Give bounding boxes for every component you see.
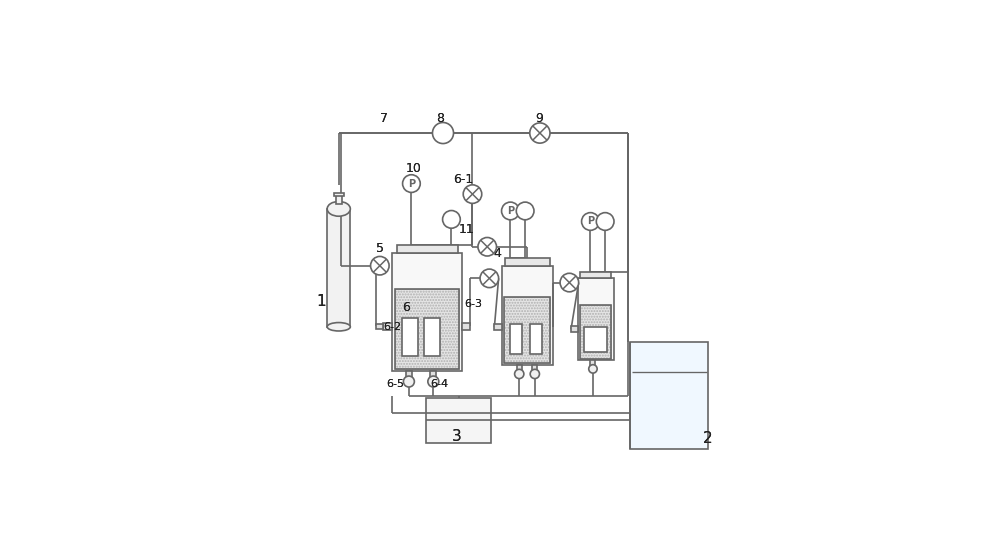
Circle shape — [463, 185, 482, 203]
Text: 5: 5 — [376, 242, 384, 255]
Bar — [430, 371, 436, 379]
Text: 6-5: 6-5 — [386, 379, 404, 388]
Circle shape — [582, 213, 599, 230]
Circle shape — [403, 376, 414, 387]
Ellipse shape — [327, 201, 350, 216]
Bar — [504, 297, 550, 363]
Text: 6: 6 — [402, 301, 410, 315]
Circle shape — [428, 376, 439, 387]
Circle shape — [480, 269, 499, 288]
Bar — [462, 323, 470, 330]
Circle shape — [530, 369, 539, 379]
Circle shape — [589, 365, 597, 373]
Text: 6-2: 6-2 — [383, 322, 401, 332]
Bar — [510, 324, 522, 354]
Text: 6-1: 6-1 — [454, 173, 474, 186]
Bar — [571, 326, 578, 331]
Text: 6-3: 6-3 — [464, 299, 482, 309]
Circle shape — [478, 237, 496, 256]
Bar — [504, 297, 550, 363]
Bar — [392, 253, 462, 371]
Bar — [578, 278, 614, 360]
Text: P: P — [408, 178, 415, 189]
Bar — [584, 327, 607, 352]
Bar — [334, 193, 344, 196]
Bar — [336, 195, 342, 204]
Text: P: P — [507, 206, 514, 216]
Bar — [395, 289, 459, 369]
Bar — [580, 305, 611, 359]
Circle shape — [530, 123, 550, 143]
Text: 6: 6 — [402, 301, 410, 315]
Text: 6-4: 6-4 — [430, 379, 448, 388]
Text: 6-1: 6-1 — [454, 173, 474, 186]
Bar — [406, 371, 412, 379]
Text: 9: 9 — [536, 112, 544, 125]
Text: P: P — [587, 217, 594, 226]
Text: 4: 4 — [494, 247, 501, 260]
Text: 7: 7 — [380, 112, 388, 125]
Text: 11: 11 — [459, 223, 475, 236]
Text: 9: 9 — [536, 112, 544, 125]
Bar — [397, 245, 458, 253]
Text: 2: 2 — [703, 431, 713, 446]
Text: 1: 1 — [317, 294, 326, 309]
Bar — [532, 365, 537, 371]
Text: 10: 10 — [406, 162, 422, 176]
Bar — [402, 318, 418, 356]
Bar — [502, 266, 553, 365]
Text: 4: 4 — [494, 247, 501, 260]
Circle shape — [403, 174, 420, 193]
Circle shape — [443, 211, 460, 228]
Text: 8: 8 — [436, 112, 444, 125]
Circle shape — [596, 213, 614, 230]
Bar — [426, 398, 491, 443]
Circle shape — [371, 257, 389, 275]
Bar — [530, 324, 542, 354]
Text: 8: 8 — [436, 112, 444, 125]
Text: 2: 2 — [703, 431, 713, 446]
Text: 7: 7 — [380, 112, 388, 125]
Text: 10: 10 — [406, 162, 422, 176]
Circle shape — [432, 123, 454, 143]
Bar — [395, 289, 459, 369]
Bar — [580, 272, 611, 278]
Text: 3: 3 — [451, 429, 461, 444]
Bar — [424, 318, 440, 356]
Bar — [376, 324, 383, 329]
Bar — [383, 323, 392, 330]
Text: 6-3: 6-3 — [464, 299, 482, 309]
Circle shape — [515, 369, 524, 379]
Bar — [590, 360, 595, 366]
Circle shape — [560, 274, 579, 292]
Text: 11: 11 — [459, 223, 475, 236]
Bar — [517, 365, 522, 371]
Bar — [580, 305, 611, 359]
Text: 5: 5 — [376, 242, 384, 255]
Circle shape — [516, 202, 534, 220]
Bar — [327, 209, 350, 327]
Text: 6-5: 6-5 — [386, 379, 404, 388]
Ellipse shape — [327, 323, 350, 331]
Text: 1: 1 — [317, 294, 326, 309]
Bar — [630, 341, 708, 449]
Circle shape — [502, 202, 519, 220]
Text: 3: 3 — [451, 429, 461, 444]
Bar — [505, 258, 550, 266]
Bar — [494, 324, 502, 330]
Text: 6-2: 6-2 — [383, 322, 401, 332]
Text: 6-4: 6-4 — [430, 379, 448, 388]
